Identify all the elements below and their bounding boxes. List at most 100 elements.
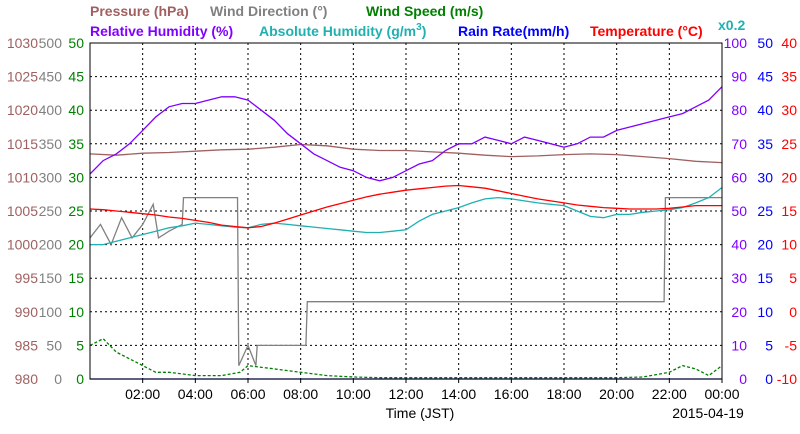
tick-label-relative-humidity: 100: [724, 35, 748, 51]
tick-label-rain-rate: 0: [765, 371, 773, 387]
tick-label-temperature: 30: [781, 102, 797, 118]
tick-label-pressure: 1005: [7, 203, 38, 219]
tick-label-wind-direction: 200: [39, 237, 63, 253]
left-axes: 9809859909951000100510101015102010251030…: [7, 35, 84, 387]
tick-label-rain-rate: 25: [757, 203, 773, 219]
tick-label-wind-speed: 30: [68, 169, 84, 185]
legend-item: Wind Speed (m/s): [366, 3, 483, 19]
tick-label-wind-speed: 50: [68, 35, 84, 51]
tick-label-wind-speed: 25: [68, 203, 84, 219]
tick-label-wind-speed: 45: [68, 69, 84, 85]
tick-label-temperature: 0: [789, 304, 797, 320]
right-axes: 0102030405060708090100051015202530354045…: [724, 35, 798, 387]
tick-label-pressure: 1025: [7, 69, 38, 85]
tick-label-temperature: 25: [781, 136, 797, 152]
tick-label-temperature: 35: [781, 69, 797, 85]
tick-label-pressure: 1030: [7, 35, 38, 51]
tick-label-rain-rate: 20: [757, 237, 773, 253]
tick-label-relative-humidity: 20: [731, 304, 747, 320]
x-tick-label: 22:00: [652, 386, 687, 402]
legend-item: Absolute Humidity (g/m3): [259, 22, 426, 39]
tick-label-pressure: 995: [15, 270, 39, 286]
tick-label-wind-speed: 0: [76, 371, 84, 387]
tick-label-relative-humidity: 60: [731, 169, 747, 185]
tick-label-pressure: 1020: [7, 102, 38, 118]
tick-label-pressure: 1000: [7, 237, 38, 253]
legend-item: Pressure (hPa): [90, 3, 189, 19]
legend-item: Relative Humidity (%): [90, 23, 233, 39]
tick-label-rain-rate: 5: [765, 337, 773, 353]
x-axis: 02:00 04:00 06:00 08:00 10:00 12:00 14:00 16:00…: [125, 379, 740, 402]
tick-label-rain-rate: 30: [757, 169, 773, 185]
legend: Pressure (hPa) Wind Direction (°) Wind Spe…: [90, 3, 745, 39]
series-pressure-hpa: [89, 143, 723, 164]
series-absolute-humidity-g-m3: [90, 186, 723, 246]
x-tick-label: 16:00: [494, 386, 529, 402]
tick-label-wind-direction: 250: [39, 203, 63, 219]
tick-label-pressure: 980: [15, 371, 39, 387]
legend-item: Wind Direction (°): [210, 3, 327, 19]
series-wind-direction: [89, 196, 722, 366]
tick-label-wind-speed: 20: [68, 237, 84, 253]
tick-label-relative-humidity: 30: [731, 270, 747, 286]
tick-label-relative-humidity: 90: [731, 69, 747, 85]
tick-label-temperature: 20: [781, 169, 797, 185]
tick-label-rain-rate: 40: [757, 102, 773, 118]
x-tick-label: 02:00: [125, 386, 160, 402]
x-tick-label: 10:00: [336, 386, 371, 402]
tick-label-wind-speed: 35: [68, 136, 84, 152]
tick-label-wind-speed: 15: [68, 270, 84, 286]
tick-label-relative-humidity: 0: [739, 371, 747, 387]
tick-label-pressure: 990: [15, 304, 39, 320]
tick-label-wind-direction: 350: [39, 136, 63, 152]
tick-label-temperature: 15: [781, 203, 797, 219]
tick-label-temperature: 40: [781, 35, 797, 51]
series-relative-humidity: [89, 86, 723, 182]
tick-label-temperature: 10: [781, 237, 797, 253]
legend-item: Rain Rate(mm/h): [458, 23, 569, 39]
x-axis-label: Time (JST): [386, 405, 455, 421]
tick-label-wind-direction: 0: [54, 371, 62, 387]
tick-label-wind-direction: 500: [39, 35, 63, 51]
tick-label-wind-direction: 450: [39, 69, 63, 85]
x-tick-label: 06:00: [230, 386, 265, 402]
tick-label-wind-speed: 5: [76, 337, 84, 353]
date-label: 2015-04-19: [672, 405, 744, 421]
series-wind-speed-m-s: [89, 337, 723, 379]
tick-label-wind-direction: 300: [39, 169, 63, 185]
x-tick-label: 00:00: [704, 386, 739, 402]
grid-lines: [90, 43, 722, 379]
tick-label-relative-humidity: 50: [731, 203, 747, 219]
tick-label-wind-speed: 40: [68, 102, 84, 118]
tick-label-wind-direction: 50: [46, 337, 62, 353]
legend-item: x0.2: [718, 17, 745, 33]
series-temperature-c: [89, 184, 722, 229]
x-tick-label: 18:00: [546, 386, 581, 402]
tick-label-pressure: 985: [15, 337, 39, 353]
tick-label-rain-rate: 10: [757, 304, 773, 320]
legend-item: Temperature (°C): [590, 23, 703, 39]
tick-label-temperature: -5: [785, 337, 798, 353]
tick-label-wind-speed: 10: [68, 304, 84, 320]
x-tick-label: 04:00: [178, 386, 213, 402]
tick-label-temperature: 5: [789, 270, 797, 286]
tick-label-rain-rate: 45: [757, 69, 773, 85]
tick-label-wind-direction: 100: [39, 304, 63, 320]
tick-label-relative-humidity: 70: [731, 136, 747, 152]
tick-label-wind-direction: 400: [39, 102, 63, 118]
tick-label-relative-humidity: 40: [731, 237, 747, 253]
tick-label-wind-direction: 150: [39, 270, 63, 286]
tick-label-relative-humidity: 80: [731, 102, 747, 118]
tick-label-temperature: -10: [777, 371, 797, 387]
tick-label-rain-rate: 50: [757, 35, 773, 51]
x-tick-label: 12:00: [388, 386, 423, 402]
tick-label-pressure: 1010: [7, 169, 38, 185]
tick-label-pressure: 1015: [7, 136, 38, 152]
x-tick-label: 14:00: [441, 386, 476, 402]
tick-label-rain-rate: 35: [757, 136, 773, 152]
tick-label-relative-humidity: 10: [731, 337, 747, 353]
x-tick-label: 08:00: [283, 386, 318, 402]
x-tick-label: 20:00: [599, 386, 634, 402]
